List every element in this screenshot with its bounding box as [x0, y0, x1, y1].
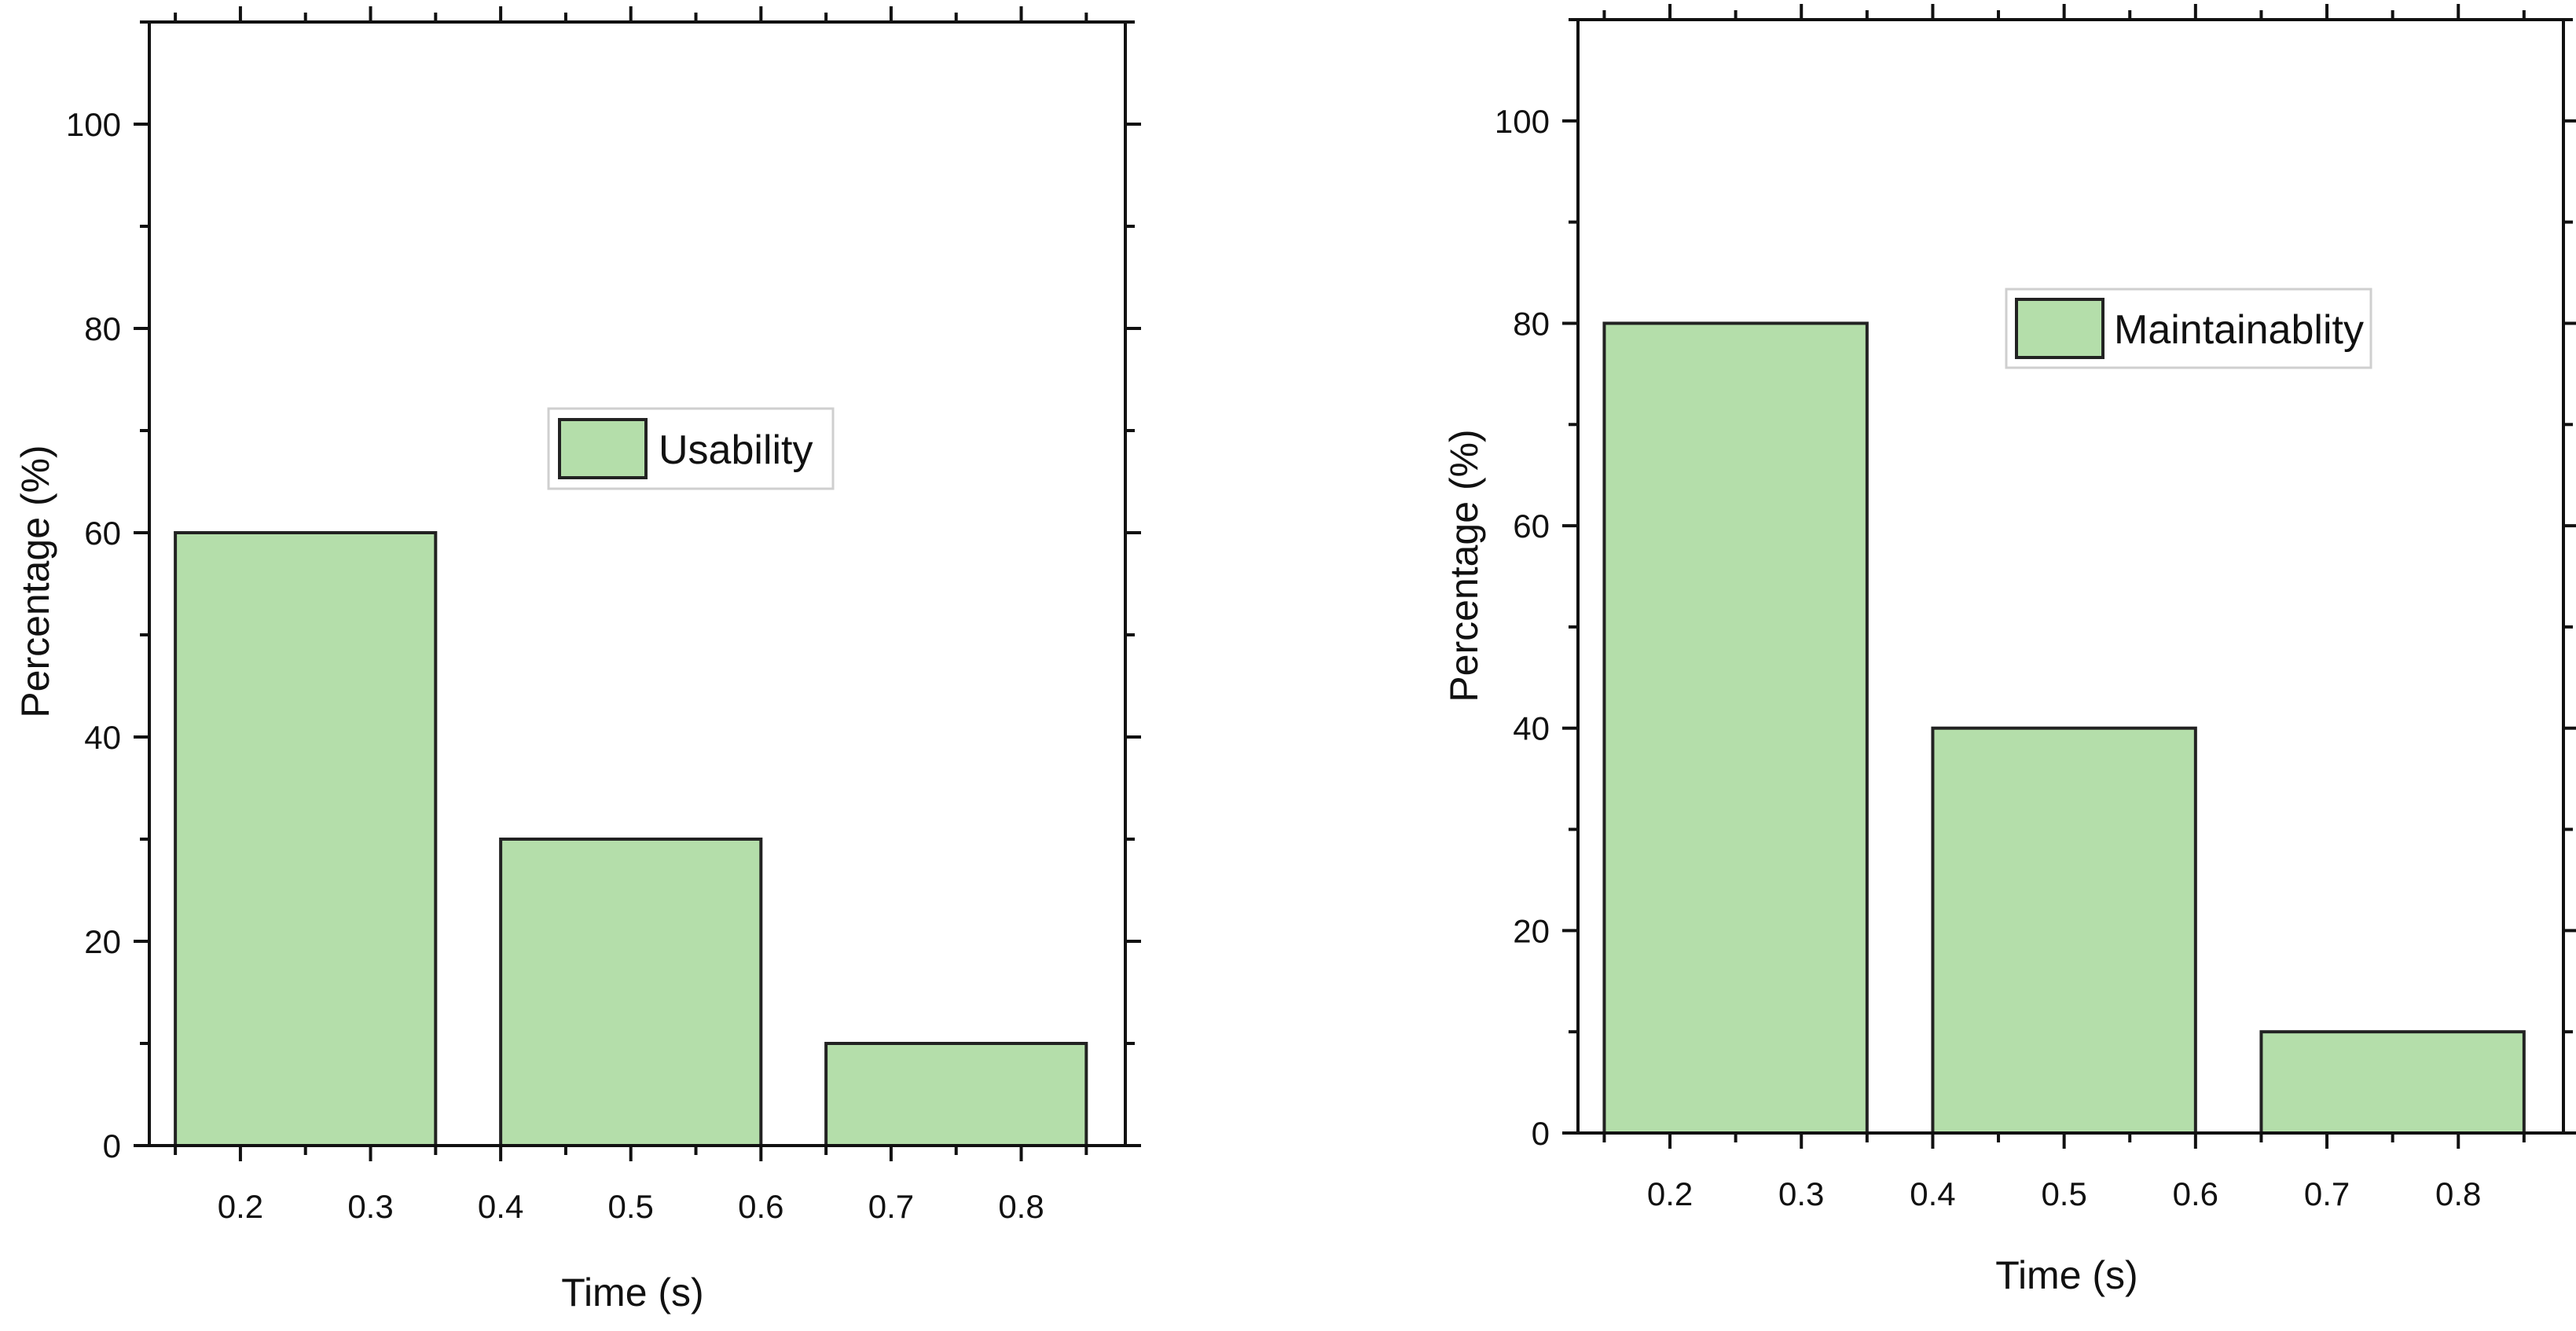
plot-area-border: [1576, 18, 2565, 1135]
bars: [174, 531, 1088, 1147]
x-tick-label: 0.5: [608, 1188, 654, 1225]
bar-1: [499, 838, 763, 1147]
x-tick-label: 0.8: [2435, 1175, 2481, 1212]
x-ticks: 0.2 0.3 0.4 0.5 0.6 0.7 0.8: [174, 6, 1088, 1225]
y-axis-label: Percentage (%): [1442, 429, 1486, 702]
y-ticks: 0 20 40 60 80 100: [1495, 18, 2576, 1152]
bars: [1602, 321, 2526, 1135]
usability-chart: 0 20 40 60 80 100 0.2 0.3 0.4 0.5 0.6 0.7 0.8 Perce…: [13, 6, 1141, 1314]
y-tick-label: 20: [84, 923, 121, 960]
y-tick-label: 80: [1513, 305, 1550, 342]
plot-frame: [148, 20, 1127, 1147]
plot-frame: [1576, 18, 2565, 1135]
x-tick-label: 0.2: [1647, 1175, 1693, 1212]
y-tick-label: 0: [103, 1128, 121, 1164]
x-tick-label: 0.8: [998, 1188, 1044, 1225]
maintainability-chart: 0 20 40 60 80 100 0.2 0.3 0.4 0.5 0.6 0.7 0.8 Perce…: [1442, 4, 2576, 1297]
y-ticks: 0 20 40 60 80 100: [66, 20, 1141, 1164]
x-tick-label: 0.6: [2173, 1175, 2218, 1212]
y-tick-label: 80: [84, 310, 121, 347]
legend-swatch: [558, 418, 648, 479]
bar-0: [1602, 321, 1869, 1135]
x-tick-label: 0.5: [2041, 1175, 2086, 1212]
y-tick-label: 0: [1532, 1115, 1550, 1152]
x-axis-label: Time (s): [1995, 1253, 2137, 1297]
legend-swatch: [2015, 298, 2104, 359]
bar-0: [174, 531, 438, 1147]
y-tick-label: 60: [84, 515, 121, 552]
x-axis-label: Time (s): [561, 1270, 703, 1314]
legend-label: Maintainablity: [2114, 307, 2364, 353]
y-tick-label: 20: [1513, 912, 1550, 949]
plot-area-border: [148, 20, 1127, 1147]
x-tick-label: 0.2: [218, 1188, 263, 1225]
bar-1: [1931, 726, 2197, 1135]
y-tick-label: 100: [66, 106, 121, 143]
legend: Usability: [547, 407, 835, 490]
x-tick-label: 0.6: [738, 1188, 783, 1225]
x-ticks: 0.2 0.3 0.4 0.5 0.6 0.7 0.8: [1602, 4, 2526, 1212]
x-tick-label: 0.4: [478, 1188, 523, 1225]
y-tick-label: 40: [84, 719, 121, 756]
y-tick-label: 60: [1513, 508, 1550, 544]
x-tick-label: 0.7: [2304, 1175, 2350, 1212]
x-tick-label: 0.7: [868, 1188, 914, 1225]
x-tick-label: 0.4: [1910, 1175, 1955, 1212]
bar-2: [824, 1042, 1088, 1147]
y-axis-label: Percentage (%): [13, 445, 57, 717]
legend: Maintainablity: [2005, 288, 2372, 369]
x-tick-label: 0.3: [1778, 1175, 1824, 1212]
y-tick-label: 100: [1495, 103, 1550, 140]
y-tick-label: 40: [1513, 710, 1550, 747]
x-tick-label: 0.3: [347, 1188, 393, 1225]
legend-label: Usability: [659, 427, 813, 473]
bar-2: [2259, 1030, 2526, 1135]
